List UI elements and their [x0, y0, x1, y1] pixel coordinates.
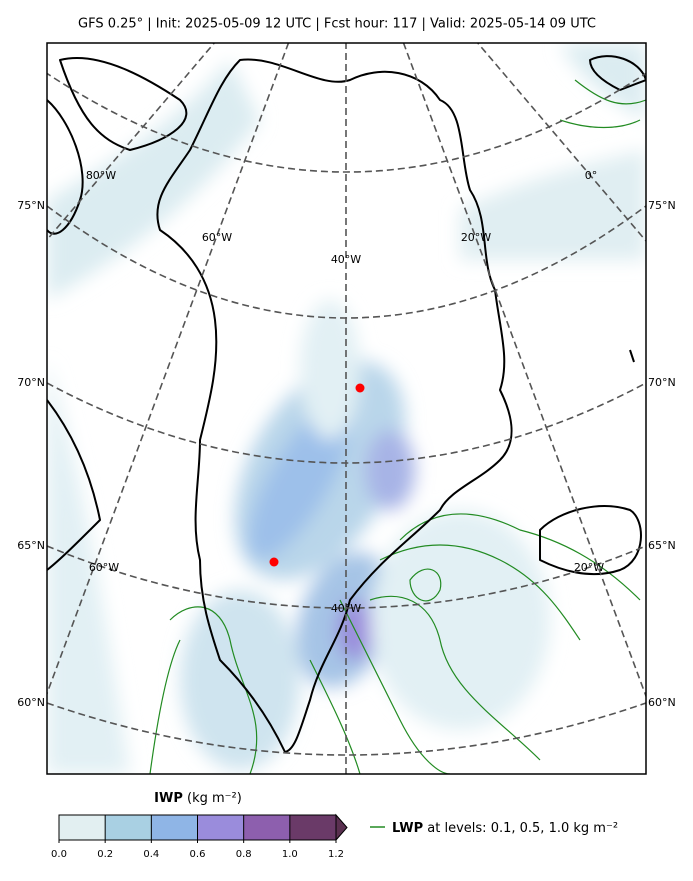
colorbar-tick-label: 1.2 — [328, 849, 344, 860]
site-marker — [355, 383, 365, 393]
lat-labels: 75°N 70°N 65°N 60°N 75°N 70°N 65°N 60°N — [17, 199, 675, 709]
lon-label: 60°W — [89, 561, 119, 574]
colorbar: IWP (kg m⁻²) 0.0 0.2 0.4 0.6 0.8 1.0 1.2 — [51, 791, 348, 860]
lon-label: 20°W — [574, 561, 604, 574]
colorbar-tick-label: 1.0 — [282, 849, 298, 860]
title: GFS 0.25° | Init: 2025-05-09 12 UTC | Fc… — [78, 17, 596, 32]
site-marker — [269, 557, 279, 567]
lat-label: 65°N — [17, 539, 45, 552]
colorbar-segment — [197, 815, 244, 840]
lat-label: 60°N — [648, 696, 676, 709]
iwp-field — [47, 43, 646, 774]
coastline — [47, 55, 646, 753]
lon-label: 40°W — [331, 253, 361, 266]
colorbar-tick-label: 0.6 — [190, 849, 206, 860]
colorbar-units: (kg m⁻²) — [187, 791, 242, 806]
lon-label: 80°W — [86, 169, 116, 182]
colorbar-tick-label: 0.8 — [236, 849, 252, 860]
lat-label: 75°N — [648, 199, 676, 212]
lat-label: 65°N — [648, 539, 676, 552]
colorbar-segment — [105, 815, 152, 840]
colorbar-name: IWP — [154, 791, 183, 806]
colorbar-segment — [243, 815, 290, 840]
lat-label: 70°N — [17, 376, 45, 389]
legend-name: LWP — [392, 821, 423, 836]
lat-label: 75°N — [17, 199, 45, 212]
lon-labels: 80°W 60°W 40°W 20°W 0° 60°W 20°W 40°W — [86, 169, 604, 615]
colorbar-segment — [289, 815, 336, 840]
legend: LWP at levels: 0.1, 0.5, 1.0 kg m⁻² — [370, 821, 618, 836]
legend-text: at levels: 0.1, 0.5, 1.0 kg m⁻² — [427, 821, 618, 836]
colorbar-tick-label: 0.2 — [97, 849, 113, 860]
lon-label: 40°W — [331, 602, 361, 615]
colorbar-segment — [59, 815, 106, 840]
legend-label: LWP at levels: 0.1, 0.5, 1.0 kg m⁻² — [392, 821, 618, 836]
map: 80°W 60°W 40°W 20°W 0° 60°W 20°W 40°W — [47, 43, 646, 774]
colorbar-segment — [151, 815, 198, 840]
lon-label: 20°W — [461, 231, 491, 244]
lwp-contours — [149, 79, 646, 774]
map-frame — [46, 42, 647, 775]
lon-label: 0° — [585, 169, 598, 182]
colorbar-label: IWP (kg m⁻²) — [154, 791, 242, 806]
colorbar-tick-label: 0.4 — [143, 849, 159, 860]
lat-label: 70°N — [648, 376, 676, 389]
colorbar-tick-label: 0.0 — [51, 849, 67, 860]
colorbar-extend — [335, 813, 348, 842]
lat-label: 60°N — [17, 696, 45, 709]
lon-label: 60°W — [202, 231, 232, 244]
